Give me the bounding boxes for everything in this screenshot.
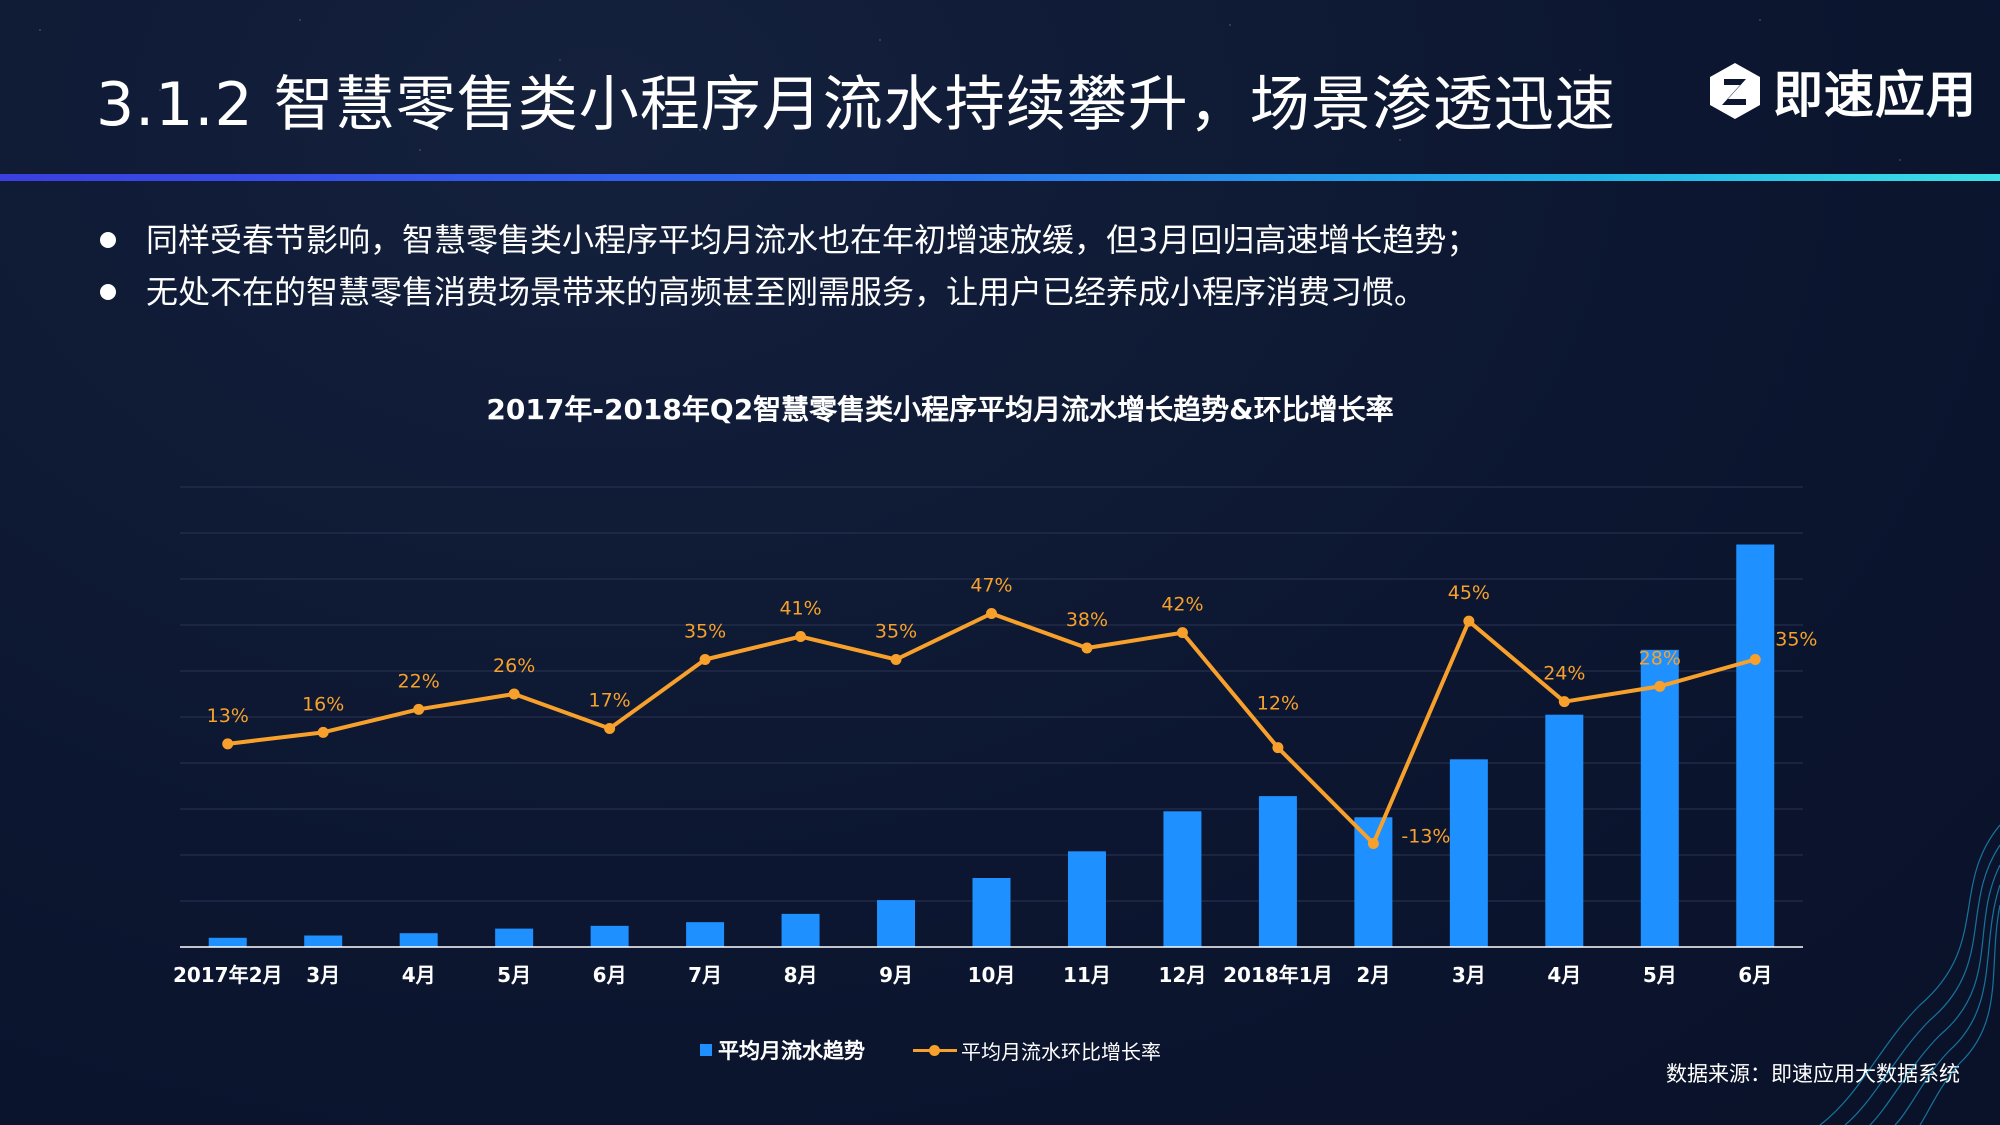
bar	[304, 935, 343, 947]
x-tick-label: 5月	[497, 963, 531, 987]
growth-rate-point	[986, 608, 997, 619]
bar	[686, 922, 725, 947]
growth-rate-point	[1081, 642, 1093, 654]
bullet-text: 同样受春节影响，智慧零售类小程序平均月流水也在年初增速放缓，但3月回归高速增长趋…	[146, 221, 1479, 259]
chart-title: 2017年-2018年Q2智慧零售类小程序平均月流水增长趋势&环比增长率	[486, 393, 1394, 426]
wave-decoration	[1819, 824, 2000, 1125]
growth-rate-data-label: 13%	[207, 705, 249, 727]
growth-rate-data-label: 22%	[398, 670, 440, 692]
bullet-dot-icon	[100, 284, 116, 300]
legend-item-line: 平均月流水环比增长率	[913, 1036, 1161, 1065]
x-tick-label: 8月	[784, 963, 818, 987]
starfield-background	[0, 0, 2000, 175]
growth-rate-data-label: 38%	[1066, 609, 1108, 631]
bar	[1354, 817, 1393, 947]
growth-rate-data-label: 45%	[1448, 582, 1490, 604]
growth-rate-point	[795, 631, 807, 642]
bar	[590, 925, 629, 947]
growth-rate-point	[1463, 615, 1475, 627]
growth-rate-point	[317, 726, 329, 738]
page-title: 3.1.2 智慧零售类小程序月流水持续攀升，场景渗透迅速	[96, 70, 1616, 140]
growth-rate-data-label: 47%	[970, 575, 1012, 597]
bullet-item: 无处不在的智慧零售消费场景带来的高频甚至刚需服务，让用户已经养成小程序消费习惯。	[100, 266, 1478, 318]
x-tick-label: 2017年2月	[173, 963, 283, 987]
bullet-dot-icon	[100, 232, 116, 248]
chart-legend: 平均月流水趋势 平均月流水环比增长率	[700, 1035, 1209, 1065]
growth-rate-data-label: 35%	[1775, 629, 1817, 651]
header-divider	[0, 174, 2000, 181]
x-tick-label: 9月	[879, 963, 913, 987]
bar	[1736, 544, 1775, 947]
bar	[877, 900, 916, 947]
growth-rate-data-label: 35%	[684, 621, 726, 643]
x-tick-label: 12月	[1159, 963, 1207, 987]
legend-line-swatch-icon	[913, 1044, 957, 1056]
bar	[1640, 649, 1679, 947]
growth-rate-point	[413, 703, 425, 715]
growth-rate-point	[508, 688, 520, 700]
legend-bar-swatch-icon	[700, 1044, 712, 1056]
growth-rate-point	[604, 723, 616, 734]
brand-logo: 即速应用	[1705, 55, 1977, 127]
data-source-note: 数据来源：即速应用大数据系统	[1666, 1062, 1960, 1086]
x-tick-label: 4月	[402, 963, 436, 987]
x-tick-label: 6月	[593, 963, 627, 987]
brand-logo-icon	[1710, 63, 1760, 119]
bar	[1449, 759, 1488, 947]
growth-rate-point	[1176, 627, 1188, 639]
bar	[1545, 714, 1584, 947]
x-tick-label: 5月	[1643, 963, 1677, 987]
bar	[208, 937, 247, 947]
x-tick-label: 10月	[968, 963, 1016, 987]
combo-chart: 2017年2月 3月 4月 5月 6月 7月 8月 9月 10月 11月 12月 2018年1月 2月 3…	[173, 486, 1817, 987]
legend-item-bar: 平均月流水趋势	[700, 1035, 865, 1065]
bar	[1067, 851, 1106, 947]
x-tick-label: 3月	[306, 963, 340, 987]
growth-rate-point	[1272, 742, 1284, 754]
growth-rate-data-label: 26%	[493, 655, 535, 677]
bar	[1163, 811, 1202, 947]
x-tick-label: 7月	[688, 963, 722, 987]
growth-rate-data-label: 16%	[302, 693, 344, 715]
growth-rate-data-label: 24%	[1543, 663, 1585, 685]
growth-rate-point	[1654, 680, 1666, 692]
growth-rate-data-label: 35%	[875, 621, 917, 643]
bar	[972, 878, 1011, 947]
x-tick-label: 3月	[1452, 963, 1486, 987]
growth-rate-data-label: 17%	[589, 690, 631, 712]
growth-rate-point	[1558, 696, 1570, 708]
bar	[781, 913, 820, 947]
growth-rate-data-label: 41%	[779, 598, 821, 620]
legend-label: 平均月流水趋势	[718, 1039, 865, 1063]
x-tick-label: 11月	[1063, 963, 1111, 987]
x-tick-label: 4月	[1547, 963, 1581, 987]
bullet-list: 同样受春节影响，智慧零售类小程序平均月流水也在年初增速放缓，但3月回归高速增长趋…	[100, 214, 1478, 318]
bar	[495, 928, 534, 947]
growth-rate-data-label: -13%	[1401, 826, 1450, 848]
bullet-text: 无处不在的智慧零售消费场景带来的高频甚至刚需服务，让用户已经养成小程序消费习惯。	[146, 273, 1427, 311]
x-tick-label: 2018年1月	[1223, 963, 1333, 987]
legend-label: 平均月流水环比增长率	[961, 1039, 1161, 1064]
growth-rate-point	[1367, 838, 1379, 849]
brand-logo-text: 即速应用	[1773, 66, 1977, 124]
growth-rate-data-label: 12%	[1257, 693, 1299, 715]
growth-rate-point	[699, 654, 711, 665]
growth-rate-point	[1749, 654, 1761, 665]
growth-rate-point	[890, 654, 902, 665]
growth-rate-point	[222, 738, 234, 750]
bar	[1258, 796, 1297, 947]
x-tick-label: 2月	[1356, 963, 1390, 987]
growth-rate-data-label: 28%	[1639, 647, 1681, 669]
x-tick-label: 6月	[1738, 963, 1772, 987]
bar	[399, 933, 438, 947]
growth-rate-data-label: 42%	[1161, 594, 1203, 616]
bullet-item: 同样受春节影响，智慧零售类小程序平均月流水也在年初增速放缓，但3月回归高速增长趋…	[100, 214, 1478, 266]
